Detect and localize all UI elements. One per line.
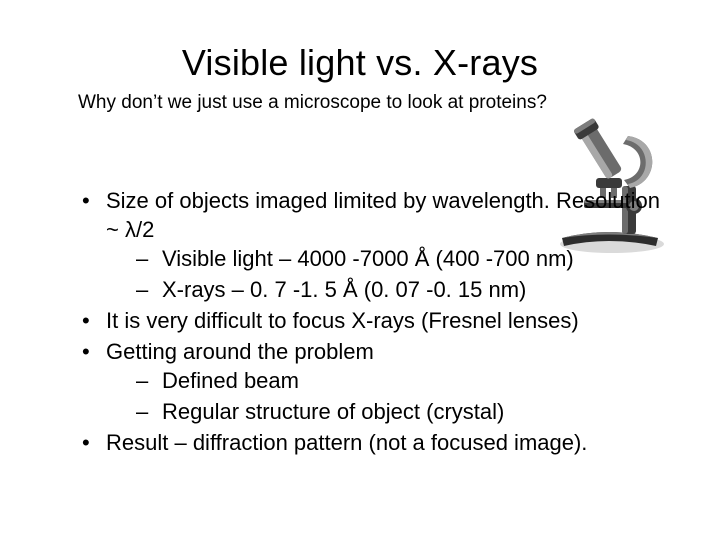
bullet-text: X-rays – 0. 7 -1. 5 Å (0. 07 -0. 15 nm) xyxy=(162,277,526,302)
bullet-text: Getting around the problem xyxy=(106,339,374,364)
slide: Visible light vs. X-rays Why don’t we ju… xyxy=(0,0,720,540)
bullet-text: Visible light – 4000 -7000 Å (400 -700 n… xyxy=(162,246,574,271)
bullet-item: It is very difficult to focus X-rays (Fr… xyxy=(78,306,660,335)
bullet-text: It is very difficult to focus X-rays (Fr… xyxy=(106,308,579,333)
sub-bullet-item: Defined beam xyxy=(106,366,660,395)
bullet-list: Size of objects imaged limited by wavele… xyxy=(78,186,660,457)
sub-bullet-item: Regular structure of object (crystal) xyxy=(106,397,660,426)
bullet-item: Result – diffraction pattern (not a focu… xyxy=(78,428,660,457)
bullet-item: Getting around the problem Defined beam … xyxy=(78,337,660,426)
slide-body: Size of objects imaged limited by wavele… xyxy=(78,186,660,459)
bullet-text: Size of objects imaged limited by wavele… xyxy=(106,188,660,242)
sub-bullet-list: Defined beam Regular structure of object… xyxy=(106,366,660,426)
bullet-text: Defined beam xyxy=(162,368,299,393)
sub-bullet-list: Visible light – 4000 -7000 Å (400 -700 n… xyxy=(106,244,660,304)
sub-bullet-item: X-rays – 0. 7 -1. 5 Å (0. 07 -0. 15 nm) xyxy=(106,275,660,304)
bullet-text: Result – diffraction pattern (not a focu… xyxy=(106,430,587,455)
slide-title: Visible light vs. X-rays xyxy=(0,42,720,84)
slide-subtitle: Why don’t we just use a microscope to lo… xyxy=(78,92,547,114)
bullet-item: Size of objects imaged limited by wavele… xyxy=(78,186,660,304)
sub-bullet-item: Visible light – 4000 -7000 Å (400 -700 n… xyxy=(106,244,660,273)
bullet-text: Regular structure of object (crystal) xyxy=(162,399,504,424)
